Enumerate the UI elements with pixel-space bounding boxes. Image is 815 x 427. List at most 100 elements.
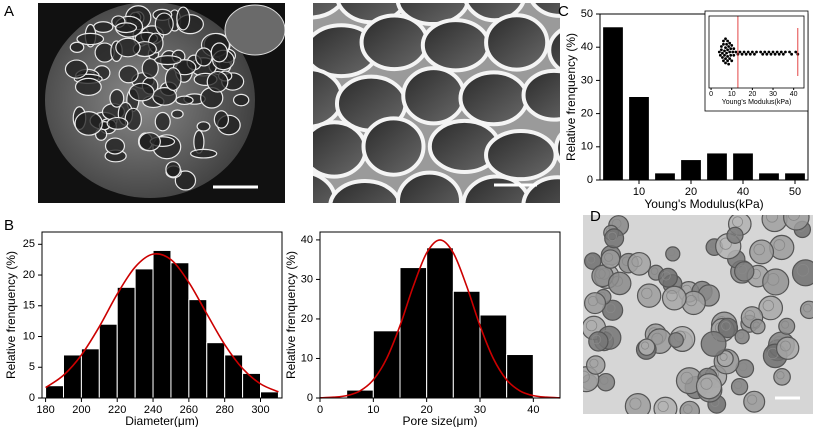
x-tick-label: 0 <box>317 404 323 416</box>
bar <box>733 153 753 180</box>
cell-texture <box>744 310 756 321</box>
cell <box>661 285 687 311</box>
cell <box>596 372 616 392</box>
bar <box>206 342 226 399</box>
bar <box>62 354 82 399</box>
pore <box>195 47 213 67</box>
pore <box>170 109 184 119</box>
cell <box>799 300 813 320</box>
cell <box>607 271 632 296</box>
x-tick-label: 0 <box>709 91 713 98</box>
plot-frame <box>708 15 805 89</box>
pore <box>128 82 155 102</box>
cell <box>665 246 681 262</box>
pore <box>213 110 230 129</box>
sem-image-content <box>313 3 560 203</box>
point <box>753 52 756 56</box>
bar <box>45 385 64 399</box>
cell-texture <box>629 397 642 410</box>
y-tick-label: 30 <box>581 74 593 86</box>
cell <box>461 174 532 203</box>
cell <box>359 13 430 72</box>
particle-edge <box>224 4 285 56</box>
x-tick-label: 40 <box>527 404 539 416</box>
cell-texture <box>753 243 765 256</box>
x-tick-label: 10 <box>367 404 379 416</box>
pore <box>74 77 102 96</box>
pore <box>154 111 171 132</box>
cell-texture <box>721 321 731 331</box>
panel-label: C <box>558 3 569 20</box>
x-tick-label: 30 <box>769 91 777 98</box>
x-tick-label: 200 <box>72 404 90 416</box>
pore <box>154 12 174 36</box>
point <box>722 59 725 63</box>
cell <box>624 393 652 414</box>
pore <box>118 65 139 84</box>
point <box>727 62 731 66</box>
cell-texture <box>591 334 602 345</box>
point <box>722 39 725 43</box>
panel-label: B <box>4 217 14 234</box>
cell-texture <box>803 303 812 313</box>
pore <box>164 67 182 92</box>
point <box>784 50 787 54</box>
cell <box>775 336 800 360</box>
y-tick-label: 40 <box>581 41 593 53</box>
x-axis-label: Young's Modulus(kPa) <box>644 197 763 211</box>
plot-frame <box>319 231 561 399</box>
point <box>723 49 726 53</box>
x-tick-label: 50 <box>789 186 801 198</box>
point <box>729 53 733 57</box>
bar <box>479 314 508 399</box>
bar <box>452 290 481 399</box>
cell-texture <box>732 216 744 228</box>
cell <box>547 28 560 72</box>
cell-texture <box>719 353 728 362</box>
y-tick-label: 25 <box>23 238 35 250</box>
cell-texture <box>599 376 609 385</box>
point <box>734 50 738 54</box>
pore <box>74 110 103 136</box>
cell <box>361 116 426 177</box>
bar <box>707 153 727 180</box>
point <box>718 53 722 57</box>
cell-texture <box>641 287 653 299</box>
cell <box>313 120 368 179</box>
cell <box>401 66 467 126</box>
cell-texture <box>650 267 659 275</box>
y-tick-label: 0 <box>307 392 313 404</box>
cell <box>521 175 560 203</box>
cell <box>627 251 652 276</box>
point <box>790 52 794 56</box>
bar <box>372 330 401 399</box>
cell-texture <box>738 362 748 372</box>
bar <box>152 249 172 399</box>
x-tick-label: 180 <box>36 404 54 416</box>
cell-texture <box>585 319 598 332</box>
point <box>746 50 750 54</box>
cell <box>734 329 750 345</box>
pore <box>138 132 161 152</box>
cell <box>637 338 656 356</box>
cell-texture <box>666 289 678 302</box>
point <box>724 37 727 41</box>
cell <box>668 332 684 348</box>
point <box>732 47 736 51</box>
point <box>788 50 791 54</box>
cell-texture <box>657 400 669 412</box>
cell-texture <box>651 332 664 345</box>
point <box>731 50 735 54</box>
cell-texture <box>766 273 780 286</box>
cell-texture <box>796 263 810 277</box>
cell-texture <box>719 237 732 250</box>
pore <box>141 58 159 79</box>
point <box>771 50 775 54</box>
cell <box>484 13 550 72</box>
cell <box>773 368 791 386</box>
pore <box>92 21 114 33</box>
cell <box>604 228 625 249</box>
cell <box>783 215 810 231</box>
bar <box>98 323 118 399</box>
